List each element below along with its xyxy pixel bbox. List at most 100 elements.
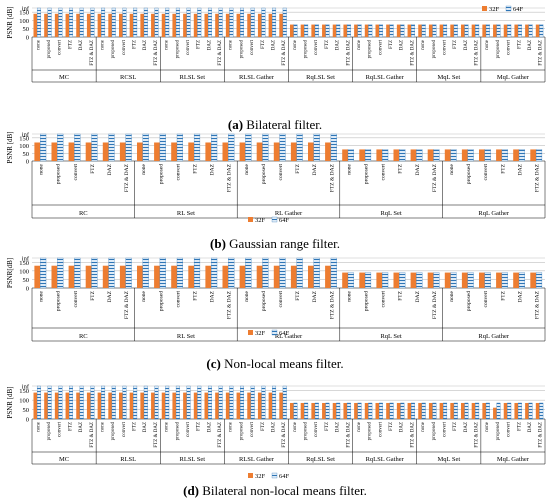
method-tick-label: FTZ <box>133 40 138 49</box>
bar-32f <box>183 13 187 38</box>
bar-32f <box>97 13 102 38</box>
bar-32f <box>376 272 383 288</box>
bar-32f <box>300 402 305 419</box>
group-label: RCSL <box>120 74 136 81</box>
bar-64f <box>378 402 383 420</box>
bar-32f <box>461 149 468 161</box>
bar-32f <box>239 265 246 288</box>
bar-32f <box>171 265 178 288</box>
y-tick-label: 100 <box>19 143 29 150</box>
bar-64f <box>57 133 64 162</box>
bar-32f <box>193 13 198 38</box>
bar-32f <box>279 13 283 38</box>
bar-32f <box>525 24 529 37</box>
method-tick-label: DAZ <box>143 40 148 50</box>
bar-32f <box>461 272 468 288</box>
bar-32f <box>444 272 451 288</box>
y-tick-label: 100 <box>19 18 29 25</box>
method-tick-label: FTZ & DAZ <box>218 422 223 448</box>
legend: 32F 64F <box>248 472 290 480</box>
bar-64f <box>347 272 354 289</box>
group-label: RL Set <box>177 210 195 217</box>
bar-32f <box>325 142 331 161</box>
bar-64f <box>325 24 330 38</box>
method-tick-label: DAZ <box>415 290 421 302</box>
method-tick-label: DAZ <box>207 40 212 50</box>
group-label: MqL Set <box>437 456 460 463</box>
method-tick-label: FTZ <box>68 40 73 49</box>
group-label: RC <box>79 333 88 340</box>
bar-32f <box>51 265 58 288</box>
legend-label-32f: 32F <box>489 6 500 13</box>
bar-64f <box>336 402 341 420</box>
method-tick-label: convert <box>122 421 127 437</box>
method-tick-label: FTZ & DAZ <box>329 163 335 192</box>
bar-32f <box>76 392 80 419</box>
bar-64f <box>293 24 298 38</box>
method-tick-label: convert <box>58 421 63 437</box>
bar-64f <box>111 385 116 420</box>
method-tick-label: convert <box>314 421 319 437</box>
method-tick-label: DAZ <box>271 422 276 432</box>
group-label: RLSL Set <box>180 456 206 463</box>
bar-32f <box>514 24 519 37</box>
bar-32f <box>311 24 316 37</box>
bar-32f <box>154 142 160 161</box>
bar-64f <box>159 133 166 162</box>
method-tick-label: none <box>141 163 147 174</box>
method-tick-label: proposed <box>47 422 52 441</box>
bar-32f <box>76 13 80 38</box>
group-label: RLSL Gather <box>239 456 275 463</box>
method-tick-label: proposed <box>158 164 164 184</box>
method-tick-label: none <box>165 39 170 50</box>
legend-label-64f: 64F <box>513 6 524 13</box>
bar-64f <box>518 149 525 162</box>
bar-32f <box>535 402 540 419</box>
bar-64f <box>250 7 255 38</box>
method-tick-label: DAZ <box>528 422 533 432</box>
bar-32f <box>460 402 465 419</box>
method-tick-label: proposed <box>56 164 62 184</box>
y-axis-label: PSNR [dB] <box>6 131 14 163</box>
method-tick-label: FTZ & DAZ <box>432 163 438 192</box>
bar-64f <box>165 385 170 420</box>
bar-64f <box>346 24 351 38</box>
method-tick-label: none <box>229 39 234 50</box>
method-tick-label: FTZ & DAZ <box>154 422 159 448</box>
bar-64f <box>432 24 437 38</box>
bar-64f <box>296 133 303 162</box>
bar-32f <box>273 265 280 288</box>
method-tick-label: none <box>449 290 455 301</box>
y-tick-label: 0 <box>26 35 29 42</box>
bar-32f <box>513 149 520 161</box>
bar-64f <box>176 257 183 289</box>
bar-32f <box>478 272 485 288</box>
method-tick-label: proposed <box>304 40 309 59</box>
bar-64f <box>411 24 415 38</box>
method-tick-label: none <box>421 421 426 432</box>
bar-32f <box>204 13 209 38</box>
bar-64f <box>450 272 457 289</box>
bar-64f <box>122 7 127 38</box>
bar-64f <box>421 402 426 420</box>
bar-32f <box>140 392 145 419</box>
legend-label-32f: 32F <box>255 217 266 224</box>
bar-32f <box>364 402 369 419</box>
bar-64f <box>36 7 41 38</box>
method-tick-label: FTZ <box>68 422 73 431</box>
bar-64f <box>229 385 234 420</box>
bar-64f <box>279 133 286 162</box>
method-tick-label: none <box>357 39 362 50</box>
bar-32f <box>342 149 349 161</box>
bar-64f <box>507 402 512 420</box>
bar-64f <box>411 402 415 420</box>
y-tick-label: 150 <box>19 135 29 142</box>
method-tick-label: FTZ & DAZ <box>534 290 540 319</box>
bar-64f <box>133 385 138 420</box>
bar-64f <box>293 402 298 420</box>
bar-64f <box>40 133 47 162</box>
bar-32f <box>247 392 251 419</box>
bar-64f <box>496 402 501 420</box>
bar-64f <box>229 7 234 38</box>
bar-32f <box>300 24 305 37</box>
